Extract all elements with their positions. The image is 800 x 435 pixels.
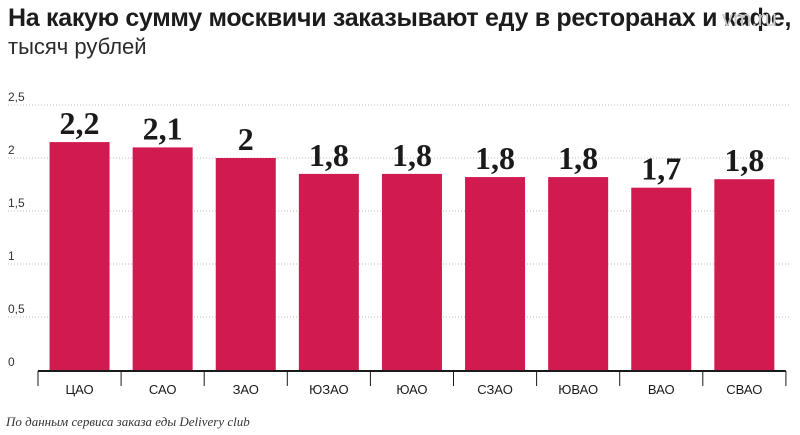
category-label: СВАО — [726, 382, 762, 397]
bar — [215, 158, 276, 370]
bar — [49, 142, 110, 370]
y-tick-label: 2 — [8, 143, 15, 157]
bar — [631, 187, 692, 370]
category-label: СЗАО — [477, 382, 513, 397]
bar — [714, 179, 775, 370]
value-label: 1,7 — [641, 151, 681, 187]
category-label: САО — [149, 382, 177, 397]
bar — [548, 177, 609, 370]
value-label: 2 — [238, 121, 254, 157]
y-tick-label: 0 — [8, 355, 15, 369]
bar — [381, 173, 442, 370]
chart-subtitle: тысяч рублей — [8, 34, 147, 59]
value-label: 1,8 — [392, 137, 432, 173]
y-tick-label: 2,5 — [8, 90, 25, 104]
value-label: 1,8 — [558, 140, 598, 176]
bar — [298, 173, 359, 370]
bar — [465, 177, 526, 370]
chart-title: На какую сумму москвичи заказывают еду в… — [8, 4, 792, 32]
y-tick-label: 0,5 — [8, 302, 25, 316]
value-label: 1,8 — [475, 140, 515, 176]
value-label: 1,8 — [724, 142, 764, 178]
category-label: ВАО — [648, 382, 675, 397]
category-label: ЦАО — [65, 382, 93, 397]
y-tick-label: 1,5 — [8, 196, 25, 210]
category-label: ЗАО — [233, 382, 259, 397]
watermark: vm.ru — [722, 6, 777, 31]
bar — [132, 147, 193, 370]
category-label: ЮЗАО — [309, 382, 348, 397]
source-note: По данным сервиса заказа еды Delivery cl… — [6, 414, 250, 429]
value-label: 2,1 — [143, 110, 183, 146]
value-label: 1,8 — [309, 137, 349, 173]
value-label: 2,2 — [60, 105, 100, 141]
category-label: ЮВАО — [558, 382, 598, 397]
category-label: ЮАО — [396, 382, 427, 397]
y-tick-label: 1 — [8, 249, 15, 263]
